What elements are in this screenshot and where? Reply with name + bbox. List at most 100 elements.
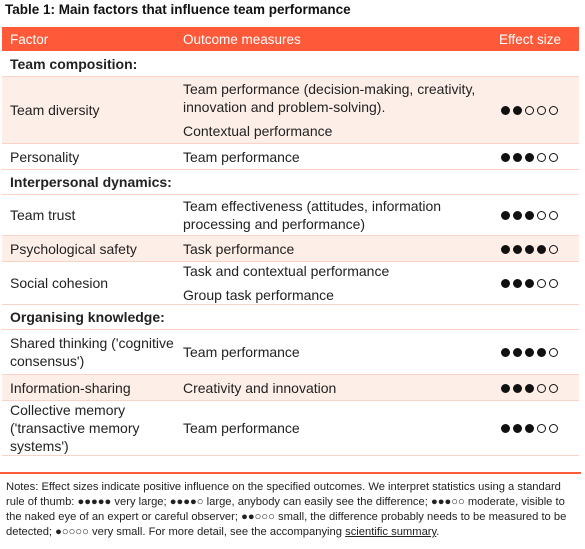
effect-size-cell xyxy=(483,143,579,170)
notes-text: Notes: Effect sizes indicate positive in… xyxy=(6,481,567,538)
table-row: Social cohesion Task and contextual perfo… xyxy=(2,261,579,305)
factors-table: Factor Outcome measures Effect size Team… xyxy=(2,27,579,456)
filled-dot-icon xyxy=(525,211,534,220)
outcome-cell: Team performance xyxy=(175,143,483,170)
effect-size-rating xyxy=(491,106,558,115)
factor-cell: Shared thinking ('cognitive consensus') xyxy=(2,329,175,375)
outcome-measure: Team performance (decision-making, creat… xyxy=(183,81,476,115)
table-row: Collective memory ('transactive memory s… xyxy=(2,400,579,456)
filled-dot-icon xyxy=(513,279,522,288)
section-row: Interpersonal dynamics: xyxy=(2,169,579,195)
outcome-cell: Task and contextual performance Group tas… xyxy=(175,261,483,305)
table-row: Psychological safety Task performance xyxy=(2,235,579,262)
outcome-measure: Team effectiveness (attitudes, informati… xyxy=(183,198,442,232)
empty-dot-icon xyxy=(537,279,546,288)
header-row: Factor Outcome measures Effect size xyxy=(2,27,579,52)
factor-cell: Social cohesion xyxy=(2,261,175,305)
outcome-measure: Task and contextual performance xyxy=(183,263,390,279)
table-body: Team composition: Team diversity Team perf… xyxy=(2,51,579,456)
filled-dot-icon xyxy=(513,211,522,220)
notes-end: . xyxy=(436,526,440,538)
filled-dot-icon xyxy=(501,279,510,288)
section-row: Team composition: xyxy=(2,51,579,77)
empty-dot-icon xyxy=(549,279,558,288)
outcome-measure: Team performance xyxy=(183,420,300,436)
filled-dot-icon xyxy=(501,424,510,433)
effect-size-cell xyxy=(483,194,579,236)
header-effect: Effect size xyxy=(483,27,579,52)
filled-dot-icon xyxy=(513,152,522,162)
factor-cell: Team diversity xyxy=(2,76,175,144)
outcome-measure: Creativity and innovation xyxy=(183,379,337,396)
section-row: Organising knowledge: xyxy=(2,304,579,330)
table-caption: Table 1: Main factors that influence tea… xyxy=(5,2,351,17)
outcome-measure: Group task performance xyxy=(183,287,334,303)
effect-size-rating xyxy=(491,348,558,357)
effect-size-rating xyxy=(491,383,558,393)
filled-dot-icon xyxy=(513,244,522,254)
factor-cell: Psychological safety xyxy=(2,235,175,262)
filled-dot-icon xyxy=(501,348,510,357)
empty-dot-icon xyxy=(537,211,546,220)
outcome-cell: Task performance xyxy=(175,235,483,262)
empty-dot-icon xyxy=(537,106,546,115)
outcome-measure: Team performance xyxy=(183,148,300,165)
effect-size-rating xyxy=(491,211,558,220)
outcome-measure: Task performance xyxy=(183,240,295,257)
effect-size-cell xyxy=(483,261,579,305)
section-title: Interpersonal dynamics: xyxy=(2,169,579,195)
filled-dot-icon xyxy=(525,152,534,162)
factor-cell: Information-sharing xyxy=(2,374,175,401)
table-row: Shared thinking ('cognitive consensus') T… xyxy=(2,329,579,375)
table-row: Information-sharing Creativity and innova… xyxy=(2,374,579,401)
table-row: Personality Team performance xyxy=(2,143,579,170)
filled-dot-icon xyxy=(501,106,510,115)
effect-size-rating xyxy=(491,152,558,162)
scientific-summary-link[interactable]: scientific summary xyxy=(345,526,437,538)
factor-cell: Team trust xyxy=(2,194,175,236)
factor-cell: Personality xyxy=(2,143,175,170)
empty-dot-icon xyxy=(549,383,558,393)
empty-dot-icon xyxy=(549,106,558,115)
filled-dot-icon xyxy=(525,348,534,357)
filled-dot-icon xyxy=(513,424,522,433)
filled-dot-icon xyxy=(537,348,546,357)
table-row: Team trust Team effectiveness (attitudes,… xyxy=(2,194,579,236)
empty-dot-icon xyxy=(549,211,558,220)
filled-dot-icon xyxy=(537,244,546,254)
filled-dot-icon xyxy=(501,211,510,220)
section-title: Team composition: xyxy=(2,51,579,77)
effect-size-cell xyxy=(483,374,579,401)
notes: Notes: Effect sizes indicate positive in… xyxy=(0,472,581,547)
filled-dot-icon xyxy=(525,383,534,393)
outcome-cell: Team performance xyxy=(175,329,483,375)
empty-dot-icon xyxy=(549,244,558,254)
filled-dot-icon xyxy=(501,383,510,393)
filled-dot-icon xyxy=(513,348,522,357)
outcome-cell: Team performance xyxy=(175,400,483,456)
effect-size-cell xyxy=(483,329,579,375)
empty-dot-icon xyxy=(549,424,558,433)
effect-size-cell xyxy=(483,235,579,262)
filled-dot-icon xyxy=(525,279,534,288)
effect-size-rating xyxy=(491,279,558,288)
filled-dot-icon xyxy=(501,244,510,254)
filled-dot-icon xyxy=(501,152,510,162)
empty-dot-icon xyxy=(537,152,546,162)
outcome-cell: Creativity and innovation xyxy=(175,374,483,401)
effect-size-rating xyxy=(491,424,558,433)
effect-size-cell xyxy=(483,76,579,144)
filled-dot-icon xyxy=(513,106,522,115)
table-row: Team diversity Team performance (decision… xyxy=(2,76,579,144)
header-outcome: Outcome measures xyxy=(175,27,483,52)
empty-dot-icon xyxy=(537,424,546,433)
outcome-cell: Team effectiveness (attitudes, informati… xyxy=(175,194,483,236)
empty-dot-icon xyxy=(525,106,534,115)
section-title: Organising knowledge: xyxy=(2,304,579,330)
factor-cell: Collective memory ('transactive memory s… xyxy=(2,400,175,456)
empty-dot-icon xyxy=(549,152,558,162)
filled-dot-icon xyxy=(525,424,534,433)
filled-dot-icon xyxy=(513,383,522,393)
outcome-measure: Team performance xyxy=(183,344,300,360)
